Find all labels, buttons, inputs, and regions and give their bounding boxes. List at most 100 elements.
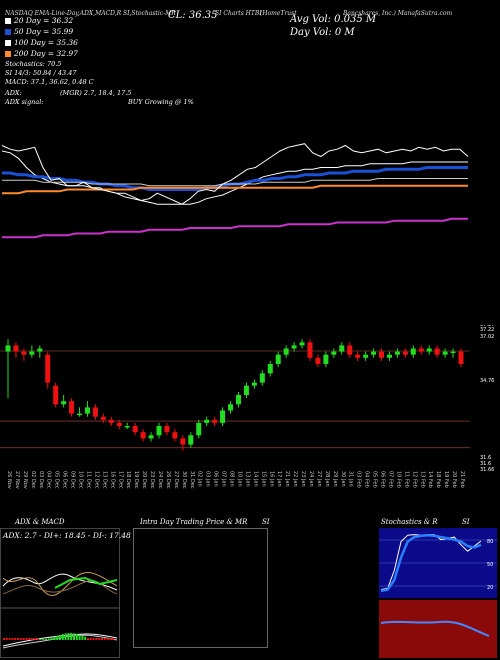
- candle-body: [132, 426, 138, 433]
- y-tick-label: 34.76: [480, 378, 494, 384]
- close-price: CL: 36.35: [168, 10, 218, 21]
- adx-signal-value: BUY Growing @ 1%: [128, 98, 194, 106]
- macd-hist-bar: [31, 638, 33, 640]
- macd-hist-bar: [39, 638, 42, 640]
- candle-body: [100, 416, 106, 420]
- x-tick-label: 14 Feb: [427, 471, 433, 488]
- chart-label: SI Charts HTBI: [215, 10, 262, 17]
- x-tick-label: 04 Feb: [364, 471, 370, 488]
- x-tick-label: 16 Jan: [268, 471, 274, 487]
- williams-r-line: [380, 620, 490, 637]
- stoch-title: Stochastics & R: [381, 518, 438, 526]
- adx-panel: [0, 528, 120, 658]
- stoch-tick-50: 50: [487, 562, 493, 568]
- candle-body: [61, 401, 67, 405]
- y-tick-label: 37.27: [480, 325, 494, 328]
- candle-body: [148, 435, 154, 439]
- x-tick-label: 07 Feb: [387, 471, 393, 488]
- legend-ema200-label: 200 Day = 32.97: [14, 49, 78, 58]
- candle-body: [363, 354, 369, 358]
- stoch-tick-80: 80: [487, 539, 493, 545]
- candle-body: [204, 419, 210, 423]
- x-tick-label: 03 Dec: [38, 471, 44, 489]
- x-tick-label: 31 Dec: [189, 471, 195, 489]
- macd-hist-bar: [45, 638, 47, 640]
- x-tick-label: 20 Dec: [141, 471, 147, 489]
- macd-hist-bar: [36, 638, 39, 640]
- candle-body: [251, 382, 257, 386]
- x-tick-label: 23 Dec: [149, 471, 155, 489]
- macd-hist-bar: [53, 636, 56, 640]
- candle-body: [402, 351, 408, 355]
- candle-body: [283, 348, 289, 355]
- adx-signal-label: ADX signal:: [5, 98, 44, 106]
- candle-body: [386, 354, 392, 358]
- adx-value: (MGR) 2.7, 18.4, 17.5: [60, 89, 132, 97]
- x-tick-label: 11 Feb: [403, 471, 409, 488]
- macd-hist-bar: [17, 638, 19, 640]
- x-tick-label: 22 Jan: [292, 471, 298, 487]
- candle-body: [259, 373, 265, 383]
- macd-hist-bar: [81, 635, 84, 640]
- candle-body: [188, 435, 194, 445]
- stochastics-line: Stochastics: 70.5: [5, 60, 62, 68]
- candle-body: [307, 342, 313, 358]
- candle-body: [291, 345, 297, 349]
- ema50-swatch: [5, 29, 11, 35]
- macd-hist-bar: [11, 638, 14, 640]
- ema200-swatch: [5, 51, 11, 57]
- x-tick-label: 10 Feb: [395, 471, 401, 488]
- x-tick-label: 12 Dec: [93, 471, 99, 489]
- candle-body: [355, 354, 361, 358]
- x-tick-label: 09 Dec: [70, 471, 76, 489]
- x-tick-label: 06 Dec: [62, 471, 68, 489]
- intraday-frame: [133, 528, 268, 648]
- x-tick-label: 24 Jan: [308, 471, 314, 487]
- price-line: [1, 143, 469, 205]
- legend-ema100: 100 Day = 35.36: [5, 38, 78, 47]
- macd-hist-bar: [50, 637, 53, 640]
- legend-ema20: 20 Day = 36.32: [5, 16, 73, 25]
- intraday-si: SI: [262, 518, 270, 526]
- legend-ema200: 200 Day = 32.97: [5, 49, 78, 58]
- legend-ema20-label: 20 Day = 36.32: [14, 16, 74, 25]
- macd-hist-bar: [25, 638, 28, 640]
- macd-hist-bar: [70, 633, 73, 640]
- macd-hist-bar: [14, 638, 17, 640]
- ema-series-long: [2, 217, 468, 239]
- legend-ema50-label: 50 Day = 35.99: [14, 27, 74, 36]
- x-tick-label: 19 Dec: [133, 471, 139, 489]
- candle-body: [84, 407, 90, 414]
- x-tick-label: 06 Jan: [213, 471, 219, 487]
- macd-hist-bar: [42, 638, 45, 640]
- candle-body: [29, 351, 35, 355]
- x-tick-label: 26 Nov: [6, 471, 12, 489]
- candle-body: [92, 407, 98, 417]
- adx-label: ADX:: [5, 89, 22, 97]
- x-tick-label: 17 Dec: [117, 471, 123, 489]
- legend-ema100-label: 100 Day = 35.36: [14, 38, 78, 47]
- ema100-swatch: [5, 40, 11, 46]
- macd-hist-bar: [101, 638, 103, 640]
- avg-volume: Avg Vol: 0.035 M: [290, 14, 377, 25]
- macd-hist-bar: [75, 633, 78, 640]
- x-tick-label: 07 Jan: [221, 471, 227, 487]
- y-tick-label: 31.6: [480, 455, 491, 461]
- adx-green-line: [54, 576, 118, 589]
- candle-body: [180, 438, 186, 445]
- x-tick-label: 02 Dec: [30, 471, 36, 489]
- x-tick-label: 03 Jan: [205, 471, 211, 487]
- x-tick-label: 31 Jan: [348, 471, 354, 487]
- x-tick-label: 19 Feb: [443, 471, 449, 488]
- candle-body: [331, 351, 337, 355]
- x-tick-label: 30 Dec: [181, 471, 187, 489]
- macd-hist-bar: [67, 633, 70, 640]
- ema-series-200-day: [2, 184, 468, 195]
- x-tick-label: 26 Dec: [165, 471, 171, 489]
- candle-body: [442, 351, 448, 355]
- macd-hist-bar: [61, 634, 64, 640]
- macd-hist-bar: [19, 638, 22, 640]
- stoch-line-1: [380, 533, 482, 593]
- y-tick-label: 31.6: [480, 461, 491, 467]
- candle-body: [108, 419, 114, 423]
